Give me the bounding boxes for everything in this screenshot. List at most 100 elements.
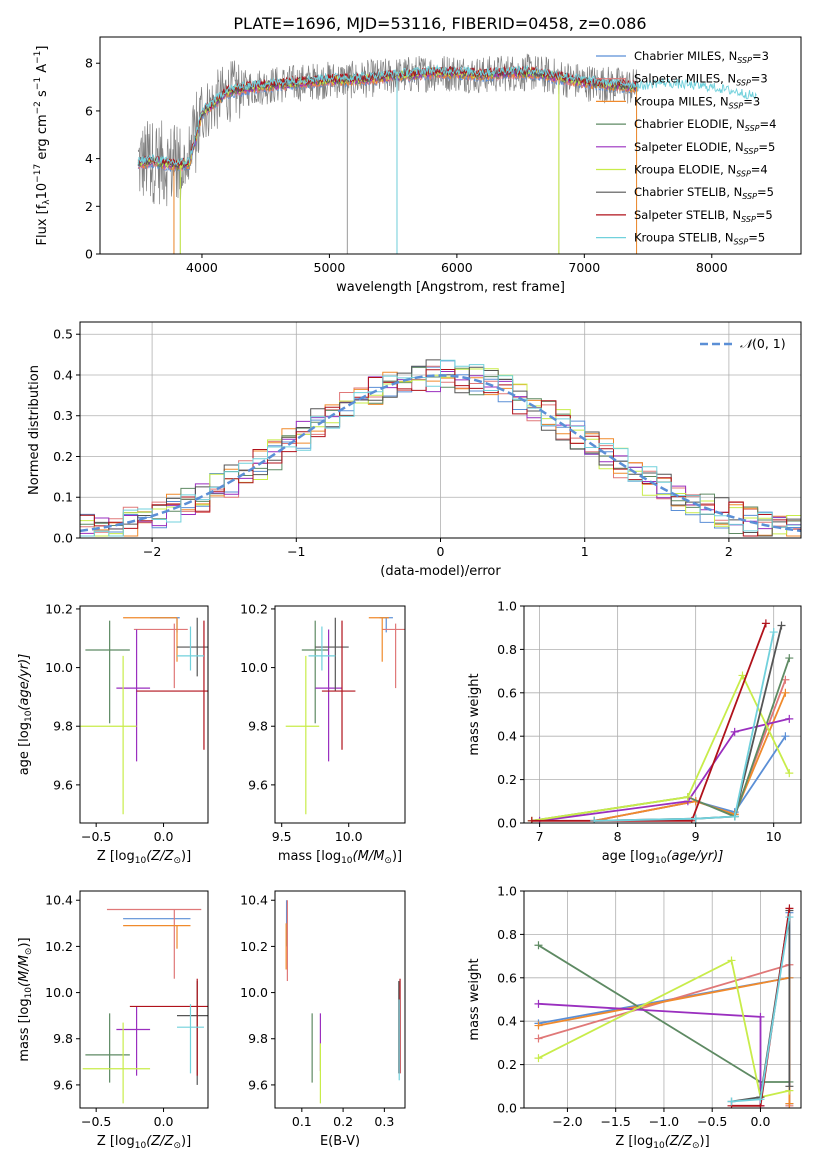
legend-label-chabrier_miles: Chabrier MILES, NSSP=3 — [634, 49, 769, 65]
age_vs_metallicity-xlabel: Z [log10(Z/Z⊙)] — [97, 849, 191, 866]
residuals-ytick-label: 0.5 — [53, 327, 73, 342]
weight-marker-kroupa_stelib — [727, 1097, 736, 1106]
weight_vs_age-xlabel-part: 10 — [655, 856, 667, 866]
figure-title: PLATE=1696, MJD=53116, FIBERID=0458, z=0… — [233, 14, 646, 33]
mass_vs_extinction-ytick-label: 9.8 — [248, 1031, 268, 1046]
weight-marker-kroupa_stelib — [785, 913, 794, 922]
weight_vs_metallicity-xlabel-part: 10 — [653, 1141, 665, 1151]
weight-marker-kroupa_miles — [534, 1021, 543, 1030]
spectrum-xtick-label: 8000 — [696, 260, 728, 275]
residuals-legend: 𝒩(0, 1) — [700, 336, 786, 351]
age_vs_mass-panel: 9.5 10.0 9.6 9.8 10.0 10.2 mass [log10(M/M⊙)] — [240, 601, 406, 866]
age_vs_mass-xtick-label: 10.0 — [335, 829, 363, 844]
age_vs_mass-xlabel-part: 10 — [341, 856, 353, 866]
mass_vs_metallicity-ylabel-part: mass [log — [17, 998, 32, 1061]
mass_vs_extinction-ytick-label: 10.2 — [240, 939, 268, 954]
mass_vs_metallicity-ylabel-part: )] — [17, 937, 32, 947]
spectrum-ylabel-part: s — [35, 90, 50, 101]
legend-n: =5 — [756, 208, 773, 222]
spectrum-ylabel-part: λ — [42, 199, 52, 205]
spectrum-ytick-label: 8 — [85, 56, 93, 71]
legend-name: Chabrier ELODIE, N — [634, 117, 745, 131]
residuals-ytick-label: 0.1 — [53, 490, 73, 505]
legend-label-chabrier_stelib: Chabrier STELIB, NSSP=5 — [634, 185, 774, 201]
age_vs_metallicity-xlabel-part: 10 — [135, 856, 147, 866]
weight_vs_age-xtick-label: 10 — [766, 829, 782, 844]
weight-marker-salpeter_elodie — [756, 1012, 765, 1021]
mass_vs_metallicity-ytick-label: 9.8 — [53, 1031, 73, 1046]
age_vs_metallicity-ylabel-part: (age/yr)] — [17, 654, 32, 711]
weight-marker-kroupa_elodie — [683, 792, 692, 801]
legend-n: =4 — [751, 163, 768, 177]
legend-name: Salpeter STELIB, N — [634, 208, 741, 222]
weight-marker-salpeter_elodie — [785, 714, 794, 723]
weight-marker-kroupa_elodie — [738, 671, 747, 680]
age_vs_mass-ytick-label: 10.0 — [240, 660, 268, 675]
spectrum-ytick-label: 2 — [85, 199, 93, 214]
legend-name: Salpeter ELODIE, N — [634, 140, 744, 154]
age_vs_metallicity-frame — [79, 605, 209, 824]
legend-label-kroupa_stelib: Kroupa STELIB, NSSP=5 — [634, 231, 765, 247]
mass_vs_metallicity-ytick-label: 10.4 — [45, 893, 73, 908]
residuals-xtick-label: 0 — [437, 544, 445, 559]
age_vs_metallicity-ylabel-part: 10 — [24, 710, 34, 722]
legend-label-kroupa_elodie: Kroupa ELODIE, NSSP=4 — [634, 163, 768, 179]
spectrum-ytick-label: 6 — [85, 103, 93, 118]
weight_vs_age-ytick-label: 0.4 — [497, 729, 517, 744]
age_vs_mass-ytick-label: 10.2 — [240, 601, 268, 616]
weight-marker-kroupa_stelib — [590, 816, 599, 823]
age_vs_mass-xlabel-part: ⊙ — [384, 856, 392, 866]
mass_vs_extinction-panel: 0.1 0.2 0.3 9.6 9.8 10.0 10.2 10.4 E(B-V) — [240, 890, 406, 1149]
mass_vs_metallicity-xlabel-part: Z [log — [97, 1134, 135, 1149]
age_vs_metallicity-ytick-label: 9.8 — [53, 719, 73, 734]
weight_vs_metallicity-xtick-label: −2.0 — [552, 1114, 582, 1129]
weight_vs_metallicity-frame — [523, 890, 802, 1109]
age_vs_mass-xlabel-part: mass [log — [278, 849, 341, 864]
residuals-panel: −2 −1 0 1 2 0.0 0.1 0.2 0.3 0.4 0.5 (data-model)/er… — [27, 321, 802, 579]
legend-n: =5 — [757, 185, 774, 199]
spectrum-ytick-label: 0 — [85, 247, 93, 262]
weight-marker-chabrier_miles — [781, 732, 790, 741]
legend-label-normal: 𝒩(0, 1) — [740, 336, 786, 351]
spectrum-ylabel-part: A — [35, 64, 50, 77]
weight-marker-chabrier_stelib — [777, 621, 786, 630]
weight_vs_metallicity-plot-area — [534, 904, 794, 1108]
legend-sub: SSP — [729, 101, 744, 110]
age_vs_metallicity-xlabel-part: (Z/Z — [146, 849, 174, 864]
weight-marker-kroupa_stelib — [730, 812, 739, 821]
legend-name: (0, 1) — [752, 336, 786, 351]
mass_vs_metallicity-ylabel-part: 10 — [24, 987, 34, 999]
weight_vs_age-ytick-label: 1.0 — [497, 599, 517, 614]
residuals-plot-area — [80, 359, 801, 537]
legend-label-chabrier_elodie: Chabrier ELODIE, NSSP=4 — [634, 117, 776, 133]
mass_vs_extinction-ytick-label: 10.4 — [240, 893, 268, 908]
age_vs_mass-frame — [274, 605, 406, 824]
weight_vs_metallicity-ytick-label: 0.4 — [497, 1014, 517, 1029]
mass_vs_extinction-xtick-label: 0.2 — [333, 1114, 353, 1129]
mass_vs_metallicity-plot-area — [82, 908, 208, 1104]
age_vs_mass-ytick-label: 9.6 — [248, 777, 268, 792]
weight-marker-chabrier_elodie — [534, 941, 543, 950]
legend-n: =4 — [760, 117, 777, 131]
age_vs_metallicity-xlabel-part: Z [log — [97, 849, 135, 864]
weight_vs_metallicity-xlabel-part: ⊙ — [692, 1141, 700, 1151]
age_vs_metallicity-xtick-label: −0.5 — [81, 829, 111, 844]
mass_vs_metallicity-ytick-label: 10.2 — [45, 939, 73, 954]
weight-marker-kroupa_stelib — [691, 814, 700, 823]
age_vs_mass-xlabel-part: (M/M — [353, 849, 385, 864]
mass_vs_metallicity-xlabel-part: ⊙ — [173, 1141, 181, 1151]
residuals-ytick-label: 0.2 — [53, 449, 73, 464]
weight-marker-chabrier_elodie — [785, 654, 794, 663]
age_vs_metallicity-xtick-label: 0.0 — [154, 829, 174, 844]
weight_vs_metallicity-ylabel: mass weight — [467, 958, 482, 1040]
legend-n: =5 — [748, 231, 765, 245]
legend-name: Chabrier STELIB, N — [634, 185, 742, 199]
weight_vs_age-plot-area — [527, 619, 794, 823]
weight-line-kroupa_elodie — [538, 959, 790, 1099]
weight_vs_age-xlabel-part: (age/yr)] — [666, 849, 723, 864]
weight_vs_metallicity-panel: −2.0 −1.5 −1.0 −0.5 0.0 0.0 0.2 0.4 0.6 0.8 1.0 Z [… — [467, 884, 802, 1151]
mass_vs_extinction-plot-area — [285, 900, 401, 1104]
weight_vs_metallicity-xlabel-part: Z [log — [615, 1134, 653, 1149]
